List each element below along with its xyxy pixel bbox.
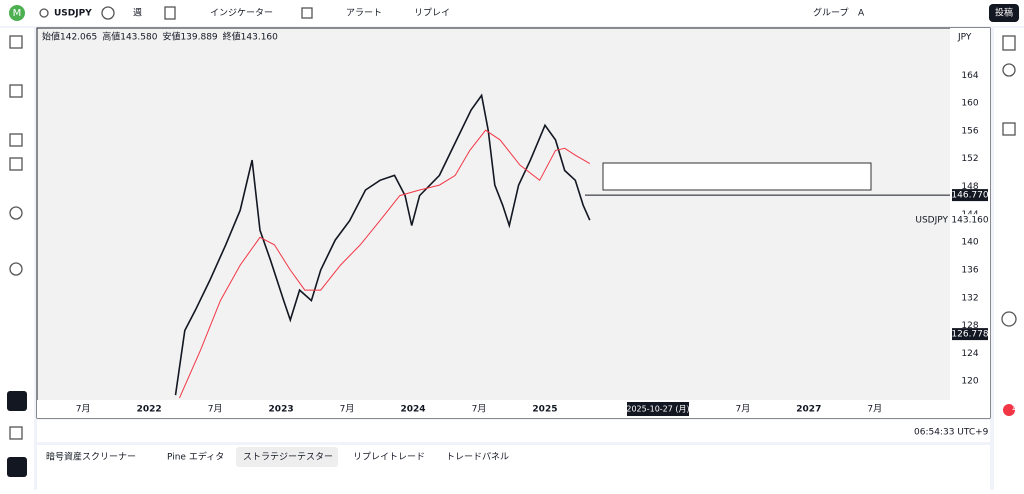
symbol-label: USDJPY: [915, 216, 948, 226]
price-label: 126.778: [951, 330, 988, 340]
panel-tab[interactable]: ストラテジーテスター: [243, 452, 333, 463]
panel-tab[interactable]: 暗号資産スクリーナー: [46, 451, 136, 463]
rectangle-drawing[interactable]: [602, 162, 872, 191]
indicators[interactable]: インジケーター: [210, 8, 273, 19]
chart-pane: [36, 27, 991, 419]
group[interactable]: グループ: [813, 7, 848, 19]
x-tick-label: 7月: [340, 404, 355, 415]
price-label-box: [952, 214, 988, 227]
y-tick-label: 136: [961, 265, 978, 275]
ohlc-legend: 始値142.065: [42, 31, 97, 43]
trash[interactable]: [9, 426, 23, 440]
y-tick-label: 156: [961, 126, 978, 136]
right-icons: 12: [1001, 35, 1021, 416]
hotlist[interactable]: [1001, 311, 1017, 327]
group-key[interactable]: A: [858, 9, 865, 19]
y-tick-label: 148: [961, 182, 978, 192]
x-tick-label: 7月: [208, 404, 223, 415]
interval[interactable]: 週: [133, 8, 142, 19]
y-tick-label: 128: [961, 321, 978, 331]
favorites[interactable]: [7, 457, 27, 477]
publish-button[interactable]: [989, 4, 1019, 22]
tool[interactable]: [9, 133, 23, 147]
tool[interactable]: [9, 262, 23, 276]
y-tick-label: 160: [961, 99, 978, 109]
y-tick-label: 124: [961, 349, 978, 359]
x-tick-label: 7月: [867, 404, 882, 415]
symbol[interactable]: USDJPY: [54, 9, 92, 19]
search-icon[interactable]: [39, 8, 49, 18]
x-tick-label: 7月: [735, 404, 750, 415]
chat[interactable]: [1002, 122, 1016, 136]
tool-active[interactable]: [7, 391, 27, 411]
y-tick-label: 164: [961, 71, 978, 81]
y-tick-label: 132: [961, 293, 978, 303]
add-symbol[interactable]: [101, 6, 115, 20]
panel-tab[interactable]: リプレイトレード: [353, 452, 425, 463]
left-toolbar: [0, 28, 34, 490]
templates[interactable]: [301, 7, 313, 19]
price-line: [179, 129, 591, 399]
y-tick-label: 140: [961, 238, 978, 248]
y-tick-label: 152: [961, 154, 978, 164]
x-tick-label: 7月: [472, 404, 487, 415]
x-tick-label: 2023: [269, 405, 294, 415]
publish[interactable]: 投稿: [995, 7, 1013, 19]
crosshair-date-box: [627, 402, 689, 416]
avatar-letter: M: [13, 8, 22, 19]
ohlc-legend: 高値143.580: [102, 31, 157, 43]
alert[interactable]: アラート: [346, 8, 382, 19]
time-axis: [37, 400, 950, 418]
x-tick-label: 2027: [796, 405, 821, 415]
bottom-panel: [37, 445, 990, 490]
bottom-toolbar: [37, 420, 990, 442]
watchlist[interactable]: [1002, 35, 1016, 51]
tool[interactable]: [9, 35, 23, 49]
badge: [1003, 404, 1015, 416]
x-tick-label: 2024: [400, 405, 425, 415]
panel-tab[interactable]: Pine エディタ: [167, 451, 224, 463]
panel-tab[interactable]: トレードパネル: [446, 452, 509, 463]
price-label-box: [952, 189, 988, 202]
x-tick-label: 2022: [137, 405, 162, 415]
price-label: 143.160: [951, 216, 988, 226]
chart-type[interactable]: [164, 6, 176, 20]
y-tick-label: 120: [961, 377, 978, 387]
ohlc-legend: 終値143.160: [223, 31, 278, 43]
tool[interactable]: [9, 84, 23, 98]
x-tick-label: 2025: [532, 405, 557, 415]
right-sidebar: [994, 28, 1024, 490]
replay[interactable]: リプレイ: [414, 8, 450, 19]
tool[interactable]: [9, 206, 23, 220]
crosshair-date: 2025-10-27 (月): [626, 405, 689, 414]
price-label-box: [952, 328, 988, 341]
badge-count: 12: [1012, 404, 1021, 412]
avatar[interactable]: [9, 5, 25, 21]
price-label: 146.770: [951, 191, 988, 201]
alerts[interactable]: [1002, 63, 1016, 77]
ohlc-legend: 安値139.889: [162, 31, 217, 43]
price-line: [174, 93, 591, 396]
clock: 06:54:33 UTC+9: [914, 428, 989, 438]
active-tab: [236, 447, 338, 467]
currency[interactable]: JPY: [957, 33, 972, 43]
top-toolbar: [0, 0, 1024, 26]
tool[interactable]: [9, 157, 23, 171]
left-tools: [7, 35, 27, 477]
x-tick-label: 7月: [76, 404, 91, 415]
